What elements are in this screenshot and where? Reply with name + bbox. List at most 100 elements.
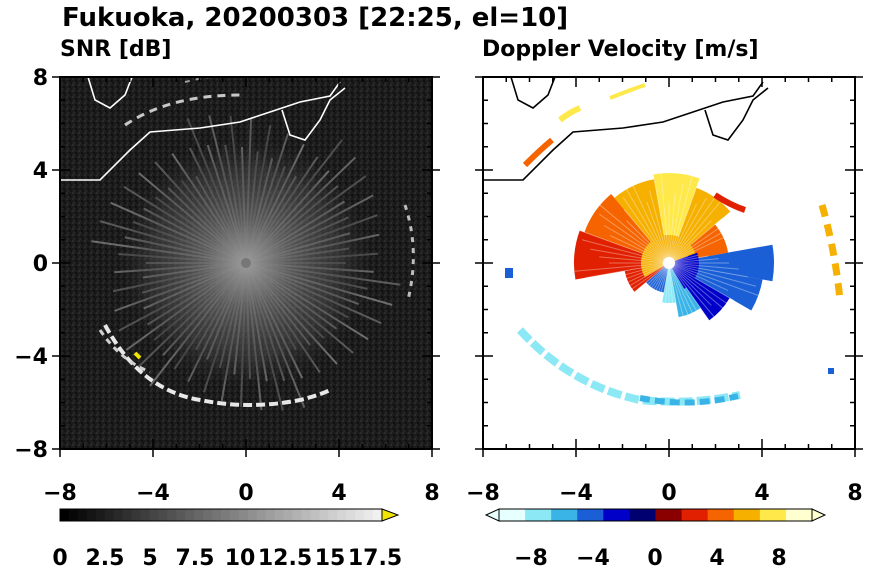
doppler-ray: [578, 262, 670, 306]
doppler-colorbar-label: −4: [576, 546, 610, 570]
doppler-colorbar-segment: [707, 509, 722, 521]
doppler-ray: [645, 262, 670, 351]
doppler-ray: [603, 225, 670, 264]
doppler-ray: [668, 262, 685, 347]
snr-coastline: [60, 81, 341, 181]
doppler-ray: [662, 262, 670, 333]
doppler-colorbar-label: −8: [514, 546, 548, 570]
snr-colorbar-segment: [122, 509, 133, 521]
doppler-colorbar-segment: [785, 509, 800, 521]
doppler-radar-site: [663, 257, 675, 269]
doppler-sector: [574, 230, 669, 280]
doppler-echo-northwest: [522, 137, 554, 168]
doppler-ray: [668, 262, 748, 278]
snr-colorbar-segment: [346, 509, 356, 521]
snr-harbor-outline: [281, 87, 346, 141]
doppler-ray: [599, 213, 670, 264]
snr-ytick-label: −4: [14, 345, 48, 370]
snr-colorbar-segment: [373, 509, 383, 521]
doppler-ray: [607, 262, 670, 286]
doppler-ray: [668, 262, 735, 301]
doppler-coastline-north: [510, 77, 556, 109]
snr-colorbar-label: 2.5: [86, 546, 125, 570]
snr-colorbar-segment: [185, 509, 195, 521]
doppler-ray: [668, 262, 743, 325]
doppler-ray: [668, 262, 692, 325]
doppler-ray: [653, 179, 670, 264]
snr-colorbar-label: 17.5: [348, 546, 402, 570]
snr-colorbar-segment: [310, 509, 320, 521]
doppler-ray: [668, 197, 707, 264]
doppler-panel-title: Doppler Velocity [m/s]: [482, 37, 759, 62]
snr-colorbar-segment: [274, 509, 285, 521]
doppler-core: [641, 235, 697, 277]
doppler-ray: [668, 220, 712, 264]
doppler-colorbar-segment: [733, 509, 748, 521]
doppler-ray: [668, 175, 693, 264]
doppler-colorbar-segment: [551, 509, 565, 521]
snr-colorbar-extend-max: [381, 508, 400, 522]
doppler-ray: [668, 262, 678, 358]
doppler-ray: [626, 220, 670, 264]
snr-colorbar-segment: [104, 509, 115, 521]
snr-panel: SNR [dB] −8 −4 0 4 8 8 4 0 −4: [14, 37, 440, 570]
doppler-ray: [574, 228, 670, 264]
doppler-ray: [623, 184, 670, 264]
snr-xtick-label: −8: [43, 481, 77, 506]
doppler-ray: [668, 262, 712, 306]
doppler-colorbar-segment: [512, 509, 526, 521]
snr-colorbar-segment: [131, 509, 141, 521]
doppler-ray: [599, 256, 670, 264]
doppler-sectors: [574, 168, 774, 358]
snr-colorbar-segment: [247, 509, 258, 521]
snr-colorbar-segment: [364, 509, 374, 521]
doppler-echo-west: [505, 268, 513, 278]
doppler-ray: [641, 262, 670, 323]
doppler-colorbar-segment: [798, 509, 813, 521]
doppler-ray: [603, 262, 670, 310]
doppler-ray: [668, 262, 712, 354]
snr-xtick-label: 0: [238, 481, 253, 506]
snr-colorbar-label: 10: [225, 546, 256, 570]
doppler-ray: [668, 193, 719, 264]
doppler-ray: [585, 262, 670, 279]
doppler-colorbar-frame: [498, 508, 813, 522]
doppler-colorbar-segment: [590, 509, 604, 521]
doppler-ray: [626, 262, 670, 306]
snr-ytick-label: 0: [33, 252, 48, 277]
snr-colorbar-segment: [140, 509, 150, 521]
doppler-sector: [662, 263, 676, 303]
snr-echo-arc-north: [124, 93, 241, 127]
snr-coastline-north: [87, 77, 133, 109]
snr-ytick-label: 8: [33, 66, 48, 91]
snr-colorbar-segment: [319, 509, 329, 521]
snr-colorbar-segment: [328, 509, 338, 521]
doppler-colorbar-segment: [577, 509, 591, 521]
snr-colorbar-segment: [355, 509, 365, 521]
doppler-ray: [668, 262, 757, 287]
doppler-ray: [590, 262, 670, 309]
doppler-xtick-label: 4: [754, 481, 769, 506]
doppler-coastline: [483, 81, 764, 181]
doppler-ray: [631, 262, 670, 329]
doppler-colorbar-label: 4: [709, 546, 724, 570]
doppler-colorbar-segment: [772, 509, 787, 521]
doppler-ray: [668, 217, 748, 264]
snr-colorbar-frame: [59, 508, 383, 522]
doppler-ray: [668, 262, 764, 298]
doppler-colorbar-segment: [499, 509, 513, 521]
snr-colorbar-label: 15: [315, 546, 346, 570]
doppler-ray: [596, 262, 670, 283]
doppler-sector: [669, 244, 774, 282]
doppler-ray: [622, 197, 670, 264]
snr-colorbar-segment: [167, 509, 177, 521]
snr-colorbar-segment: [256, 509, 267, 521]
snr-colorbar-segment: [95, 509, 106, 521]
snr-ytick-label: 4: [33, 159, 48, 184]
doppler-colorbar-segment: [746, 509, 761, 521]
doppler-ray: [668, 216, 735, 264]
doppler-plot-area: [483, 77, 855, 449]
doppler-colorbar-segment: [681, 509, 696, 521]
snr-colorbar-segment: [194, 509, 204, 521]
snr-colorbar-segment: [176, 509, 186, 521]
